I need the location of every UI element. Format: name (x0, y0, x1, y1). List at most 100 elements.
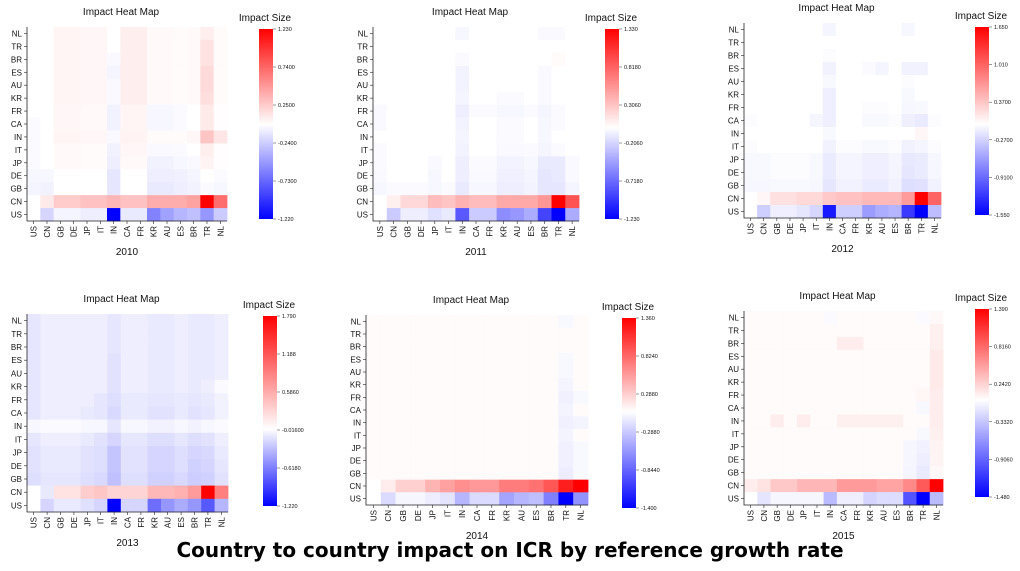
heatmap-cell (395, 454, 411, 468)
heatmap-cells (366, 315, 589, 506)
heatmap-cell (94, 340, 108, 354)
heatmap-cell (201, 314, 215, 328)
heatmap-cell (797, 453, 811, 467)
x-tick-label: BR (191, 517, 200, 528)
heatmap-cell (558, 467, 574, 481)
heatmap-cell (373, 91, 388, 105)
heatmap-cell (543, 492, 559, 506)
heatmap-cell (455, 182, 470, 196)
heatmap-cell (757, 179, 771, 193)
x-tick-label: IT (812, 223, 821, 230)
heatmap-panel-2015: Impact Heat Map NL TR BR ES AU KR FR CA IN IT JP DE G… (715, 281, 1015, 561)
x-tick-label: US (369, 510, 378, 521)
heatmap-cell (528, 340, 544, 354)
y-tick-label: CN (727, 195, 739, 204)
heatmap-cell (53, 472, 68, 486)
heatmap-cell (53, 104, 68, 118)
heatmap-cell (53, 393, 68, 407)
heatmap-cell (366, 365, 382, 379)
heatmap-cell (914, 49, 929, 63)
heatmap-cell (482, 143, 497, 157)
x-tick-label: CN (760, 223, 769, 235)
heatmap-cell (836, 427, 851, 441)
heatmap-cell (410, 454, 426, 468)
heatmap-cell (440, 378, 456, 392)
heatmap-cell (484, 416, 500, 430)
heatmap-cell (425, 403, 441, 417)
x-tick-label: AU (164, 517, 173, 528)
heatmap-cell (440, 416, 456, 430)
heatmap-cell (499, 416, 515, 430)
heatmap-cell (425, 479, 441, 493)
heatmap-cell (53, 182, 68, 196)
chart-title: Impact Heat Map (798, 3, 875, 14)
y-tick-label: KR (728, 378, 739, 387)
heatmap-cell (414, 182, 429, 196)
heatmap-cell (400, 195, 415, 209)
heatmap-cell (916, 362, 931, 377)
heatmap-cell (528, 327, 544, 341)
heatmap-cell (400, 52, 415, 67)
heatmap-cell (93, 65, 108, 80)
heatmap-cell (770, 323, 785, 338)
heatmap-cell (440, 340, 456, 354)
heatmap-cell (863, 453, 878, 467)
heatmap-cell (469, 441, 485, 455)
heatmap-cell (796, 140, 811, 154)
heatmap-cell (565, 156, 580, 170)
heatmap-cell (862, 127, 876, 141)
heatmap-cell (810, 414, 824, 428)
heatmap-cell (469, 39, 484, 54)
heatmap-cell (927, 101, 942, 115)
heatmap-cell (528, 391, 544, 405)
heatmap-cell (783, 49, 797, 63)
colorbar-tick-label: 1.790 (282, 314, 296, 320)
heatmap-cell (160, 208, 175, 222)
y-tick-label: AU (357, 81, 368, 90)
heatmap-cell (876, 440, 891, 454)
x-tick-label: ES (532, 510, 541, 521)
heatmap-cell (929, 375, 944, 389)
x-tick-label: GB (403, 226, 412, 238)
heatmap-cell (469, 429, 485, 443)
x-axis-label: 2011 (465, 247, 487, 258)
heatmap-cell (94, 485, 108, 500)
heatmap-cell (524, 39, 539, 54)
colorbar-title: Impact Size (955, 293, 1008, 304)
heatmap-cell (441, 130, 456, 144)
heatmap-cell (484, 353, 500, 367)
heatmap-cell (80, 169, 95, 183)
heatmap-cell (510, 169, 525, 183)
heatmap-cell (744, 311, 758, 325)
heatmap-cell (80, 485, 95, 500)
heatmap-cell (836, 466, 851, 480)
heatmap-cell (862, 62, 876, 76)
heatmap-cell (134, 393, 148, 407)
heatmap-cell (200, 78, 215, 93)
heatmap-cell (835, 127, 850, 141)
heatmap-svg: Impact Heat MapNLTRBRESAUKRFRCAINITJPDEG… (727, 291, 1012, 542)
heatmap-cell (107, 195, 121, 209)
heatmap-cell (386, 117, 401, 131)
heatmap-cell (901, 62, 916, 76)
heatmap-cell (107, 91, 121, 105)
heatmap-cell (120, 393, 135, 407)
heatmap-cell (94, 432, 108, 447)
heatmap-cell (543, 353, 559, 367)
heatmap-cell (410, 315, 426, 329)
heatmap-cell (810, 466, 824, 480)
heatmap-cell (440, 441, 456, 455)
heatmap-cell (510, 130, 525, 144)
heatmap-cell (161, 366, 175, 381)
heatmap-cell (875, 179, 889, 193)
heatmap-cell (425, 353, 441, 367)
heatmap-cell (863, 440, 878, 454)
y-tick-label: KR (728, 91, 739, 100)
heatmap-cell (573, 315, 589, 329)
heatmap-cell (524, 182, 539, 196)
y-tick-label: ES (357, 68, 368, 77)
heatmap-cell (53, 406, 68, 420)
heatmap-cell (455, 156, 470, 170)
heatmap-cell (107, 327, 122, 341)
x-tick-label: IN (110, 226, 119, 234)
